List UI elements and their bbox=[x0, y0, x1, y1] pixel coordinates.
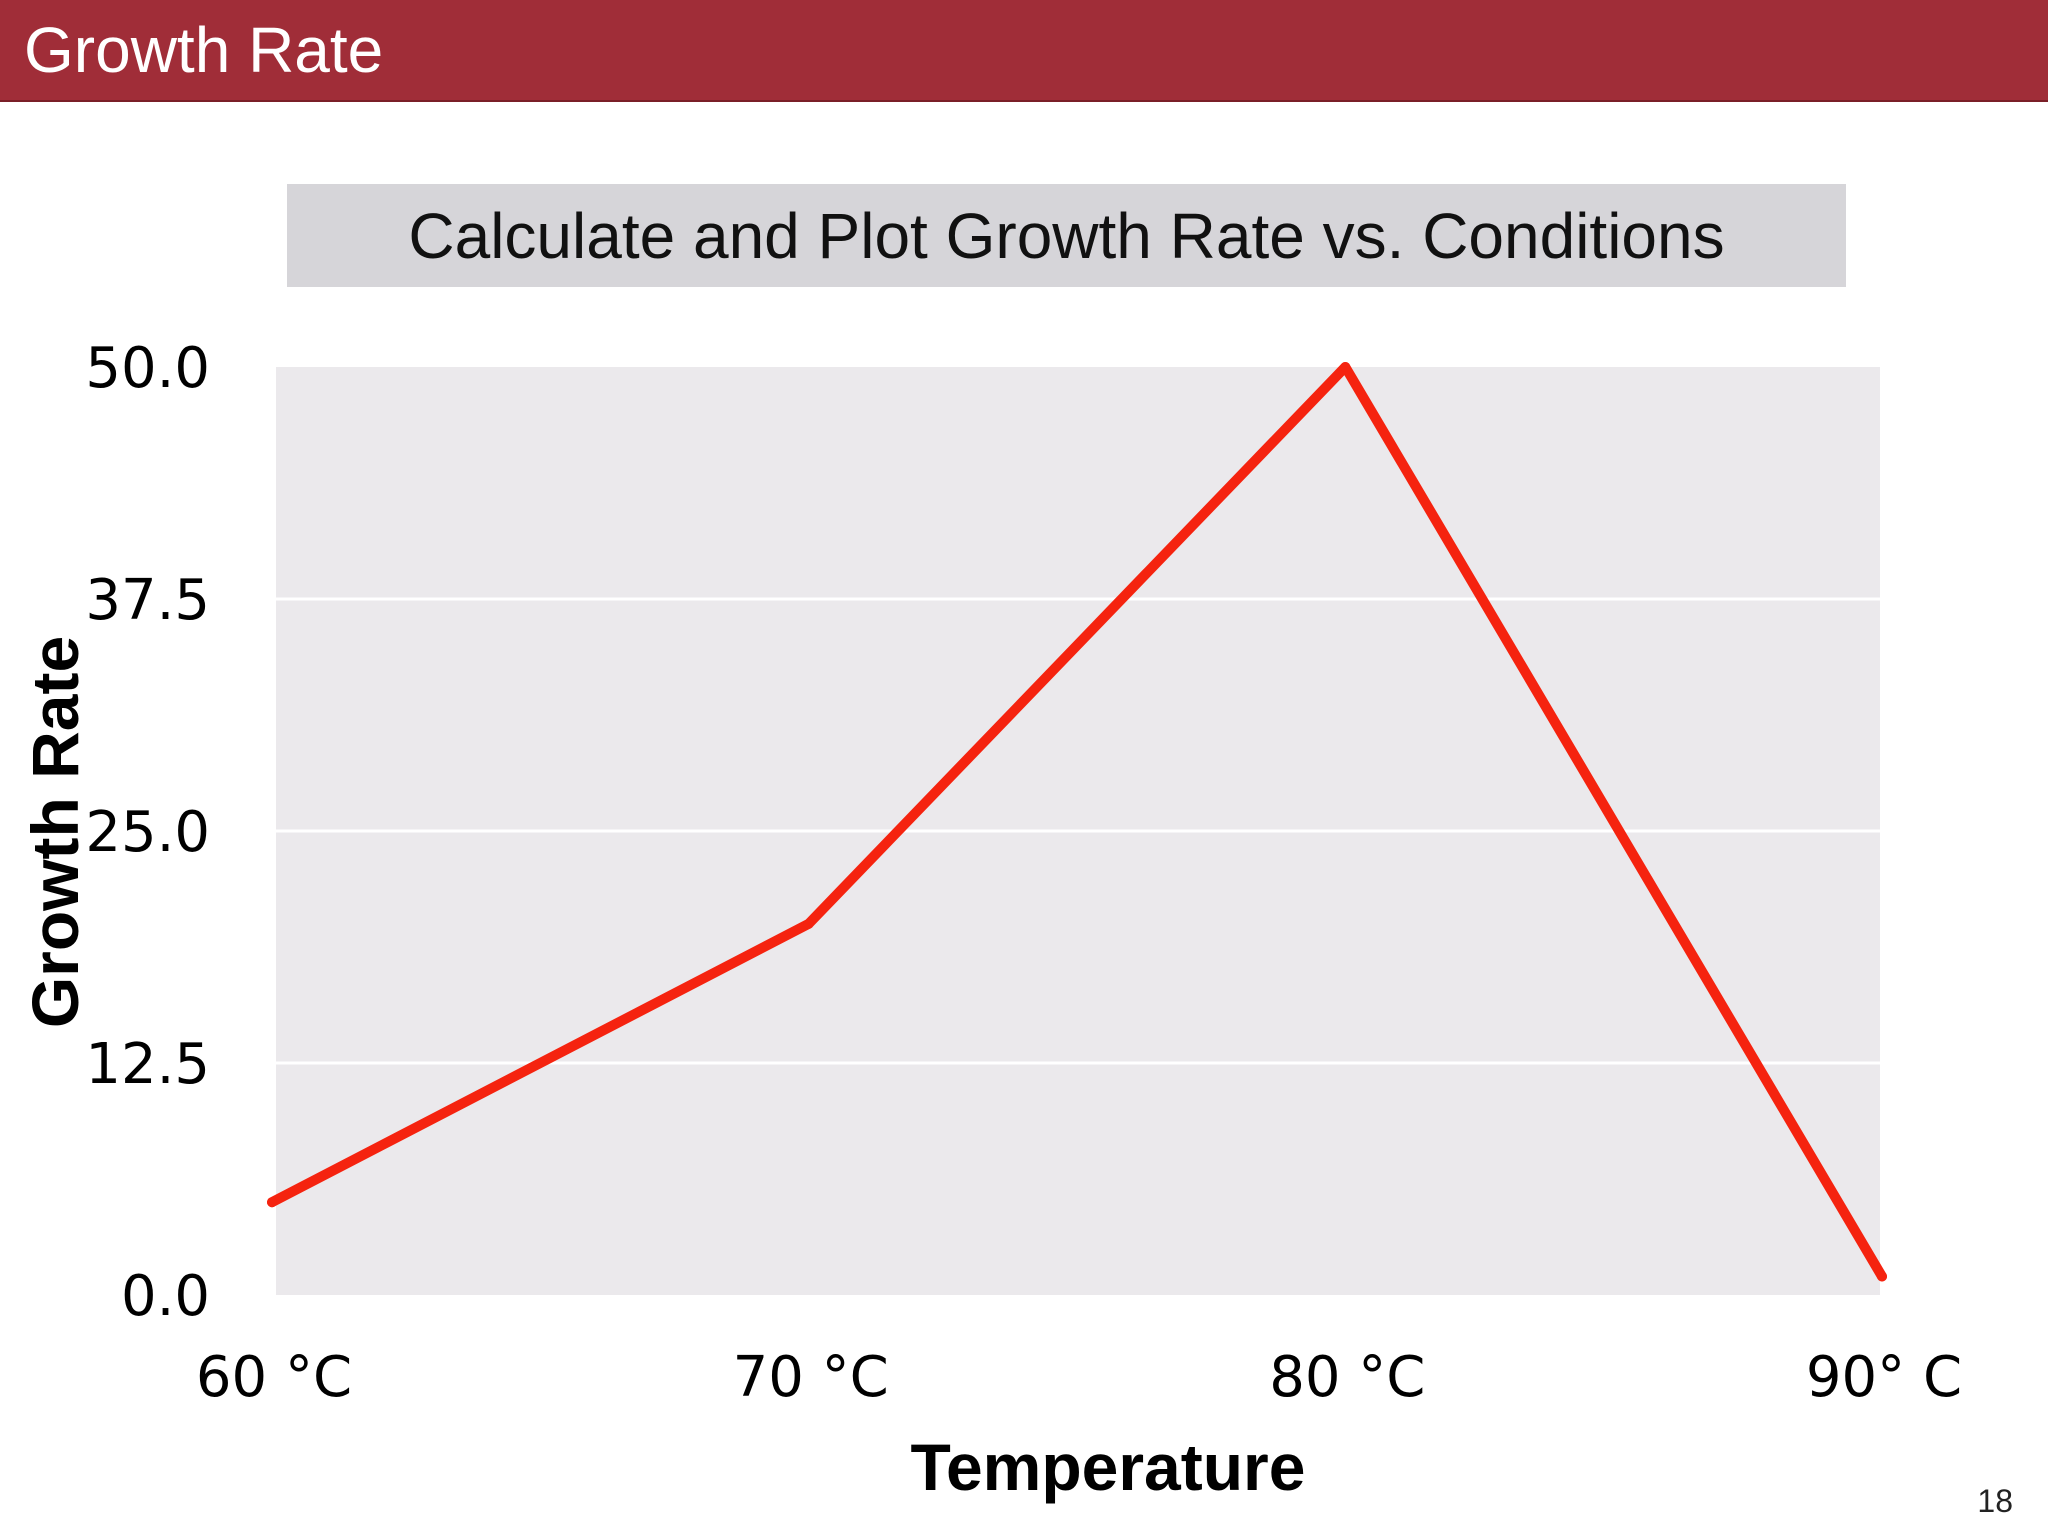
y-tick-label: 50.0 bbox=[85, 336, 210, 401]
y-tick-label: 25.0 bbox=[85, 800, 210, 865]
chart-subtitle: Calculate and Plot Growth Rate vs. Condi… bbox=[408, 199, 1725, 272]
y-tick-labels: 0.0 12.5 25.0 37.5 50.0 bbox=[85, 336, 210, 1329]
x-tick-label: 80 °C bbox=[1269, 1345, 1425, 1410]
data-point bbox=[1340, 362, 1351, 372]
y-tick-label: 0.0 bbox=[121, 1264, 210, 1329]
page-number: 18 bbox=[1977, 1483, 2013, 1519]
data-point bbox=[1877, 1271, 1887, 1282]
x-tick-labels: 60 °C 70 °C 80 °C 90° C bbox=[196, 1345, 1962, 1410]
series-line bbox=[267, 362, 1887, 1282]
data-point bbox=[803, 918, 814, 929]
y-tick-label: 12.5 bbox=[85, 1032, 210, 1097]
header-bar: Growth Rate bbox=[0, 0, 2048, 102]
data-point bbox=[267, 1197, 277, 1208]
x-tick-label: 90° C bbox=[1806, 1345, 1962, 1410]
subtitle-box: Calculate and Plot Growth Rate vs. Condi… bbox=[287, 184, 1846, 287]
y-tick-label: 37.5 bbox=[85, 568, 210, 633]
x-tick-label: 70 °C bbox=[733, 1345, 889, 1410]
series-layer bbox=[267, 362, 1887, 1282]
x-axis-title: Temperature bbox=[911, 1430, 1306, 1504]
slide-title: Growth Rate bbox=[24, 14, 384, 86]
y-axis-title: Growth Rate bbox=[18, 636, 92, 1028]
x-tick-label: 60 °C bbox=[196, 1345, 352, 1410]
